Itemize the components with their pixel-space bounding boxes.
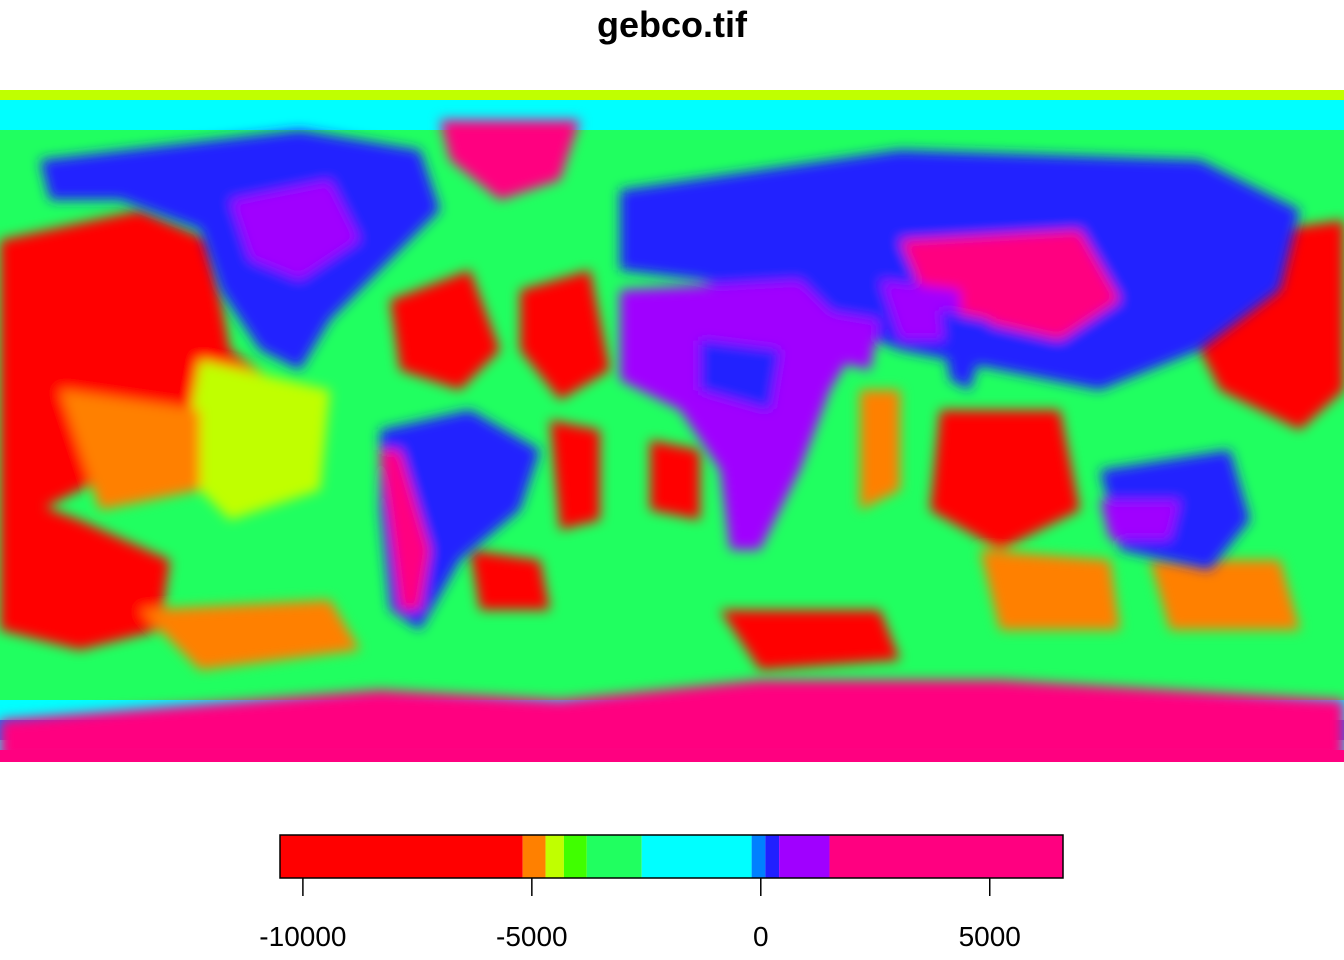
legend-tick-label: -10000 xyxy=(259,921,346,952)
legend-swatch xyxy=(586,835,642,878)
raster-map xyxy=(0,90,1344,762)
legend-swatch xyxy=(280,835,523,878)
legend-swatch xyxy=(765,835,780,878)
legend-frame xyxy=(279,834,1064,879)
land-layer xyxy=(0,120,1344,762)
legend-swatch xyxy=(545,835,564,878)
legend-tick-label: -5000 xyxy=(496,921,568,952)
legend-swatch xyxy=(641,835,752,878)
legend-swatch xyxy=(779,835,830,878)
polar-strip xyxy=(0,90,1344,762)
legend-swatches xyxy=(280,835,1063,878)
legend-tick-label: 0 xyxy=(753,921,769,952)
legend-tick-label: 5000 xyxy=(959,921,1021,952)
legend-ticks: -10000 -5000 0 5000 xyxy=(259,878,1021,952)
color-legend: -10000 -5000 0 5000 xyxy=(259,834,1064,952)
legend-swatch xyxy=(751,835,766,878)
legend-swatch xyxy=(522,835,546,878)
map-title: gebco.tif xyxy=(597,4,747,45)
legend-swatch xyxy=(563,835,587,878)
legend-swatch xyxy=(829,835,1063,878)
